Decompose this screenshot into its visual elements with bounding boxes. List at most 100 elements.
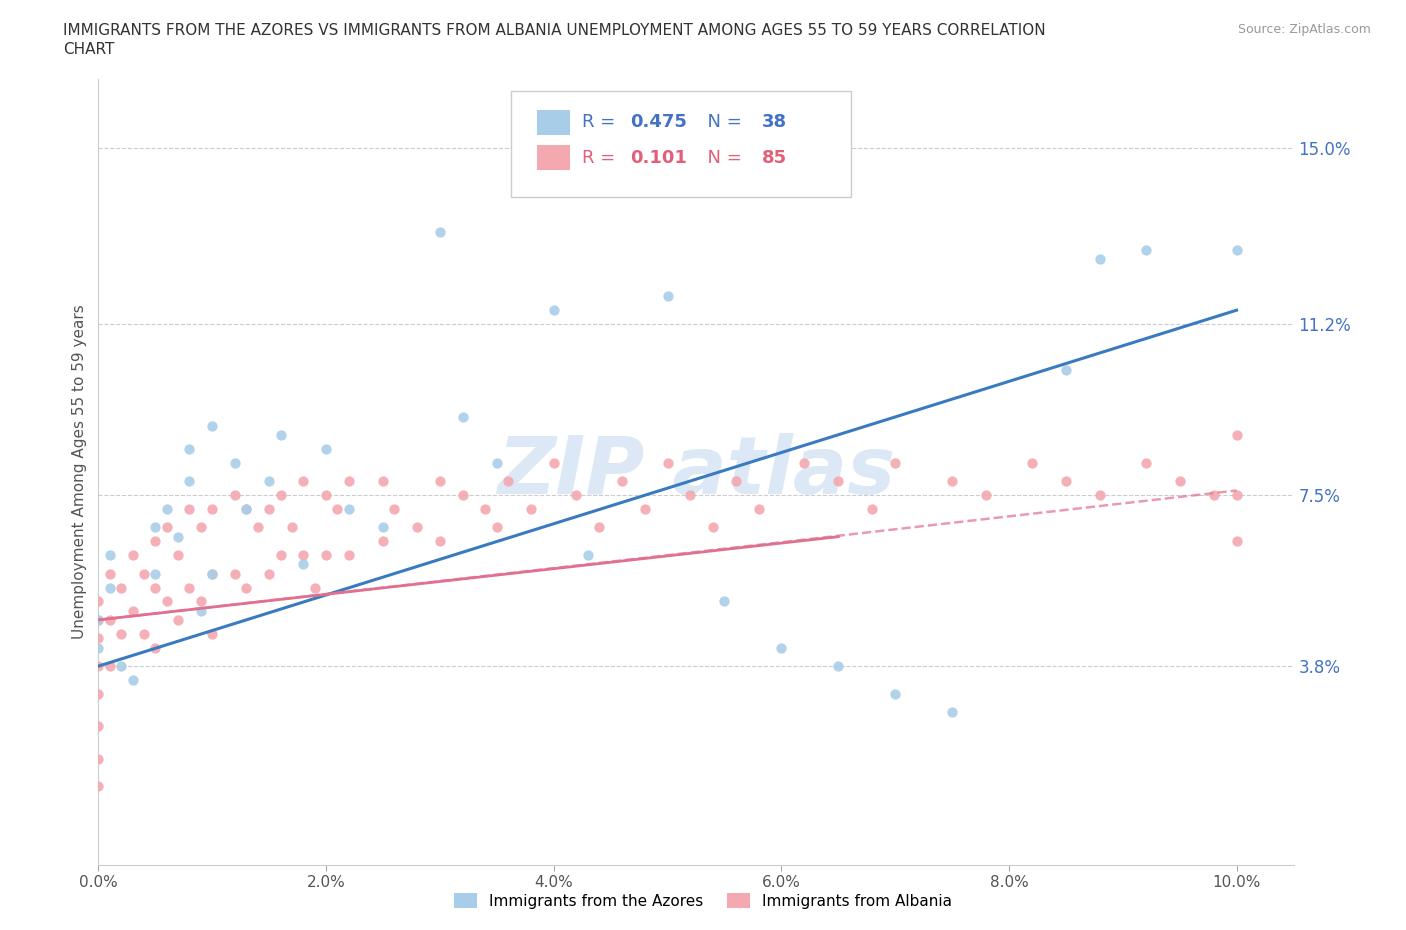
Point	[1226, 243, 1249, 258]
Point	[121, 548, 143, 563]
Point	[576, 548, 599, 563]
Point	[98, 548, 121, 563]
Text: R =: R =	[582, 113, 621, 131]
Point	[87, 613, 110, 628]
Point	[337, 501, 360, 516]
Point	[87, 686, 110, 701]
Point	[1054, 363, 1077, 378]
Point	[179, 442, 201, 457]
Point	[156, 594, 179, 609]
Point	[371, 473, 394, 488]
Point	[235, 580, 257, 595]
Point	[246, 520, 269, 535]
Point	[201, 418, 224, 433]
Point	[87, 613, 110, 628]
Point	[337, 548, 360, 563]
Point	[610, 473, 633, 488]
Point	[201, 566, 224, 581]
Point	[1135, 243, 1157, 258]
Point	[884, 686, 907, 701]
Point	[406, 520, 429, 535]
Y-axis label: Unemployment Among Ages 55 to 59 years: Unemployment Among Ages 55 to 59 years	[72, 305, 87, 639]
Point	[1202, 487, 1225, 502]
Text: 0.475: 0.475	[630, 113, 688, 131]
Point	[1226, 534, 1249, 549]
Point	[270, 428, 292, 443]
Point	[110, 580, 132, 595]
Point	[702, 520, 724, 535]
Text: ZIP atlas: ZIP atlas	[496, 433, 896, 511]
Point	[485, 456, 508, 471]
Point	[1168, 473, 1191, 488]
Point	[87, 719, 110, 734]
Point	[974, 487, 997, 502]
Point	[793, 456, 815, 471]
Point	[143, 520, 166, 535]
Point	[520, 501, 543, 516]
Text: 38: 38	[762, 113, 787, 131]
Point	[132, 626, 155, 641]
Point	[179, 473, 201, 488]
Point	[713, 594, 735, 609]
Point	[1088, 252, 1111, 267]
Point	[87, 631, 110, 645]
Point	[201, 501, 224, 516]
Point	[588, 520, 610, 535]
Point	[382, 501, 405, 516]
Point	[121, 672, 143, 687]
Point	[315, 548, 337, 563]
Text: CHART: CHART	[63, 42, 115, 57]
Point	[190, 604, 212, 618]
Point	[190, 594, 212, 609]
Point	[429, 224, 451, 239]
Text: N =: N =	[696, 113, 748, 131]
Point	[565, 487, 588, 502]
Point	[748, 501, 770, 516]
Point	[679, 487, 702, 502]
Point	[770, 640, 793, 655]
Point	[485, 520, 508, 535]
Point	[201, 626, 224, 641]
Point	[1135, 456, 1157, 471]
Point	[451, 487, 474, 502]
Point	[190, 520, 212, 535]
Point	[257, 566, 280, 581]
Point	[657, 456, 679, 471]
Text: Source: ZipAtlas.com: Source: ZipAtlas.com	[1237, 23, 1371, 36]
Text: IMMIGRANTS FROM THE AZORES VS IMMIGRANTS FROM ALBANIA UNEMPLOYMENT AMONG AGES 55: IMMIGRANTS FROM THE AZORES VS IMMIGRANTS…	[63, 23, 1046, 38]
Point	[143, 566, 166, 581]
Point	[860, 501, 883, 516]
Point	[110, 658, 132, 673]
Point	[121, 604, 143, 618]
Point	[87, 778, 110, 793]
Point	[326, 501, 349, 516]
Point	[429, 473, 451, 488]
Point	[167, 613, 190, 628]
Point	[235, 501, 257, 516]
Point	[292, 557, 315, 572]
Point	[224, 566, 246, 581]
Point	[1226, 428, 1249, 443]
Point	[292, 473, 315, 488]
Point	[235, 501, 257, 516]
Point	[451, 409, 474, 424]
Point	[474, 501, 496, 516]
Point	[304, 580, 326, 595]
Point	[201, 566, 224, 581]
Point	[496, 473, 519, 488]
Point	[98, 580, 121, 595]
Point	[292, 548, 315, 563]
Text: 85: 85	[762, 149, 787, 166]
Point	[87, 658, 110, 673]
Text: N =: N =	[696, 149, 748, 166]
Point	[270, 487, 292, 502]
Point	[156, 520, 179, 535]
Legend: Immigrants from the Azores, Immigrants from Albania: Immigrants from the Azores, Immigrants f…	[449, 887, 957, 915]
Point	[1021, 456, 1043, 471]
Point	[634, 501, 657, 516]
Point	[167, 529, 190, 544]
FancyBboxPatch shape	[510, 91, 852, 197]
Point	[884, 456, 907, 471]
Point	[371, 534, 394, 549]
Point	[143, 640, 166, 655]
